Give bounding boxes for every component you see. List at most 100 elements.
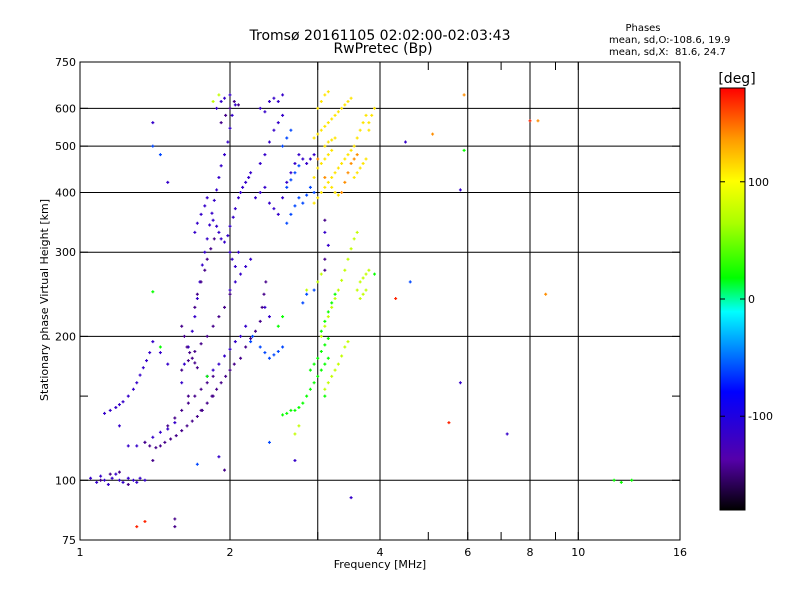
data-point bbox=[272, 353, 276, 357]
data-point bbox=[173, 525, 177, 529]
data-point bbox=[195, 297, 199, 301]
y-tick-label: 400 bbox=[55, 186, 76, 199]
data-point bbox=[293, 171, 297, 175]
data-point bbox=[462, 148, 466, 152]
data-point bbox=[205, 374, 209, 378]
data-point bbox=[253, 196, 257, 200]
data-point bbox=[223, 96, 227, 100]
x-tick-label: 2 bbox=[227, 546, 234, 559]
data-point bbox=[205, 401, 209, 405]
data-point bbox=[244, 265, 248, 269]
data-point bbox=[349, 496, 353, 500]
data-point bbox=[205, 196, 209, 200]
data-point bbox=[343, 268, 347, 272]
data-point bbox=[326, 310, 330, 314]
data-point bbox=[223, 240, 227, 244]
data-point bbox=[333, 136, 337, 140]
data-point bbox=[233, 280, 237, 284]
data-point bbox=[193, 394, 197, 398]
data-point bbox=[215, 106, 219, 110]
x-tick-label: 16 bbox=[673, 546, 687, 559]
data-point bbox=[346, 171, 350, 175]
data-point bbox=[180, 381, 184, 385]
data-point bbox=[233, 103, 237, 107]
data-point bbox=[263, 351, 267, 355]
data-point bbox=[205, 257, 209, 261]
data-point bbox=[267, 100, 271, 104]
chart-title: Tromsø 20161105 02:02:00-02:03:43 bbox=[249, 28, 511, 44]
data-point bbox=[316, 196, 320, 200]
data-point bbox=[135, 480, 139, 484]
data-point bbox=[244, 324, 248, 328]
data-point bbox=[211, 100, 215, 104]
data-point bbox=[340, 161, 344, 165]
data-point bbox=[211, 324, 215, 328]
data-point bbox=[293, 458, 297, 462]
data-point bbox=[323, 124, 327, 128]
data-point bbox=[239, 190, 243, 194]
data-point bbox=[231, 215, 235, 219]
data-point bbox=[180, 429, 184, 433]
data-point bbox=[323, 362, 327, 366]
data-point bbox=[249, 171, 253, 175]
data-point bbox=[330, 305, 334, 309]
data-point bbox=[203, 250, 207, 254]
data-point bbox=[158, 351, 162, 355]
data-point bbox=[272, 207, 276, 211]
phases-title: Phases bbox=[625, 23, 660, 34]
data-point bbox=[326, 153, 330, 157]
data-point bbox=[258, 319, 262, 323]
data-point bbox=[203, 268, 207, 272]
data-point bbox=[333, 292, 337, 296]
data-point bbox=[151, 290, 155, 294]
data-point bbox=[224, 374, 228, 378]
data-point bbox=[233, 340, 237, 344]
data-point bbox=[505, 432, 509, 436]
data-point bbox=[103, 478, 107, 482]
y-tick-label: 300 bbox=[55, 246, 76, 259]
data-point bbox=[195, 292, 199, 296]
data-point bbox=[408, 280, 412, 284]
data-point bbox=[346, 100, 350, 104]
data-point bbox=[108, 408, 112, 412]
data-point bbox=[316, 166, 320, 170]
data-point bbox=[367, 121, 371, 125]
data-point bbox=[330, 138, 334, 142]
data-point bbox=[319, 190, 323, 194]
data-point bbox=[355, 171, 359, 175]
data-point bbox=[151, 144, 155, 148]
y-tick-label: 600 bbox=[55, 102, 76, 115]
data-point bbox=[239, 334, 243, 338]
data-point bbox=[297, 164, 301, 168]
data-point bbox=[99, 474, 103, 478]
data-point bbox=[462, 93, 466, 97]
data-point bbox=[223, 153, 227, 157]
data-point bbox=[233, 207, 237, 211]
data-point bbox=[158, 444, 162, 448]
data-point bbox=[326, 243, 330, 247]
data-point bbox=[148, 444, 152, 448]
data-point bbox=[323, 185, 327, 189]
data-point bbox=[458, 188, 462, 192]
data-point bbox=[349, 96, 353, 100]
data-point bbox=[352, 144, 356, 148]
data-point bbox=[330, 148, 334, 152]
data-point bbox=[336, 110, 340, 114]
data-point bbox=[203, 204, 207, 208]
data-point bbox=[239, 356, 243, 360]
data-point bbox=[195, 366, 199, 370]
data-point bbox=[289, 212, 293, 216]
data-point bbox=[106, 482, 110, 486]
data-point bbox=[199, 387, 203, 391]
data-point bbox=[330, 175, 334, 179]
data-point bbox=[236, 250, 240, 254]
data-point bbox=[199, 212, 203, 216]
colorbar-tick-label: 0 bbox=[748, 293, 755, 306]
data-point bbox=[352, 175, 356, 179]
data-point bbox=[312, 190, 316, 194]
data-point bbox=[370, 113, 374, 117]
data-point bbox=[352, 237, 356, 241]
x-axis-label: Frequency [MHz] bbox=[334, 558, 426, 571]
data-point bbox=[340, 106, 344, 110]
data-point bbox=[154, 446, 158, 450]
